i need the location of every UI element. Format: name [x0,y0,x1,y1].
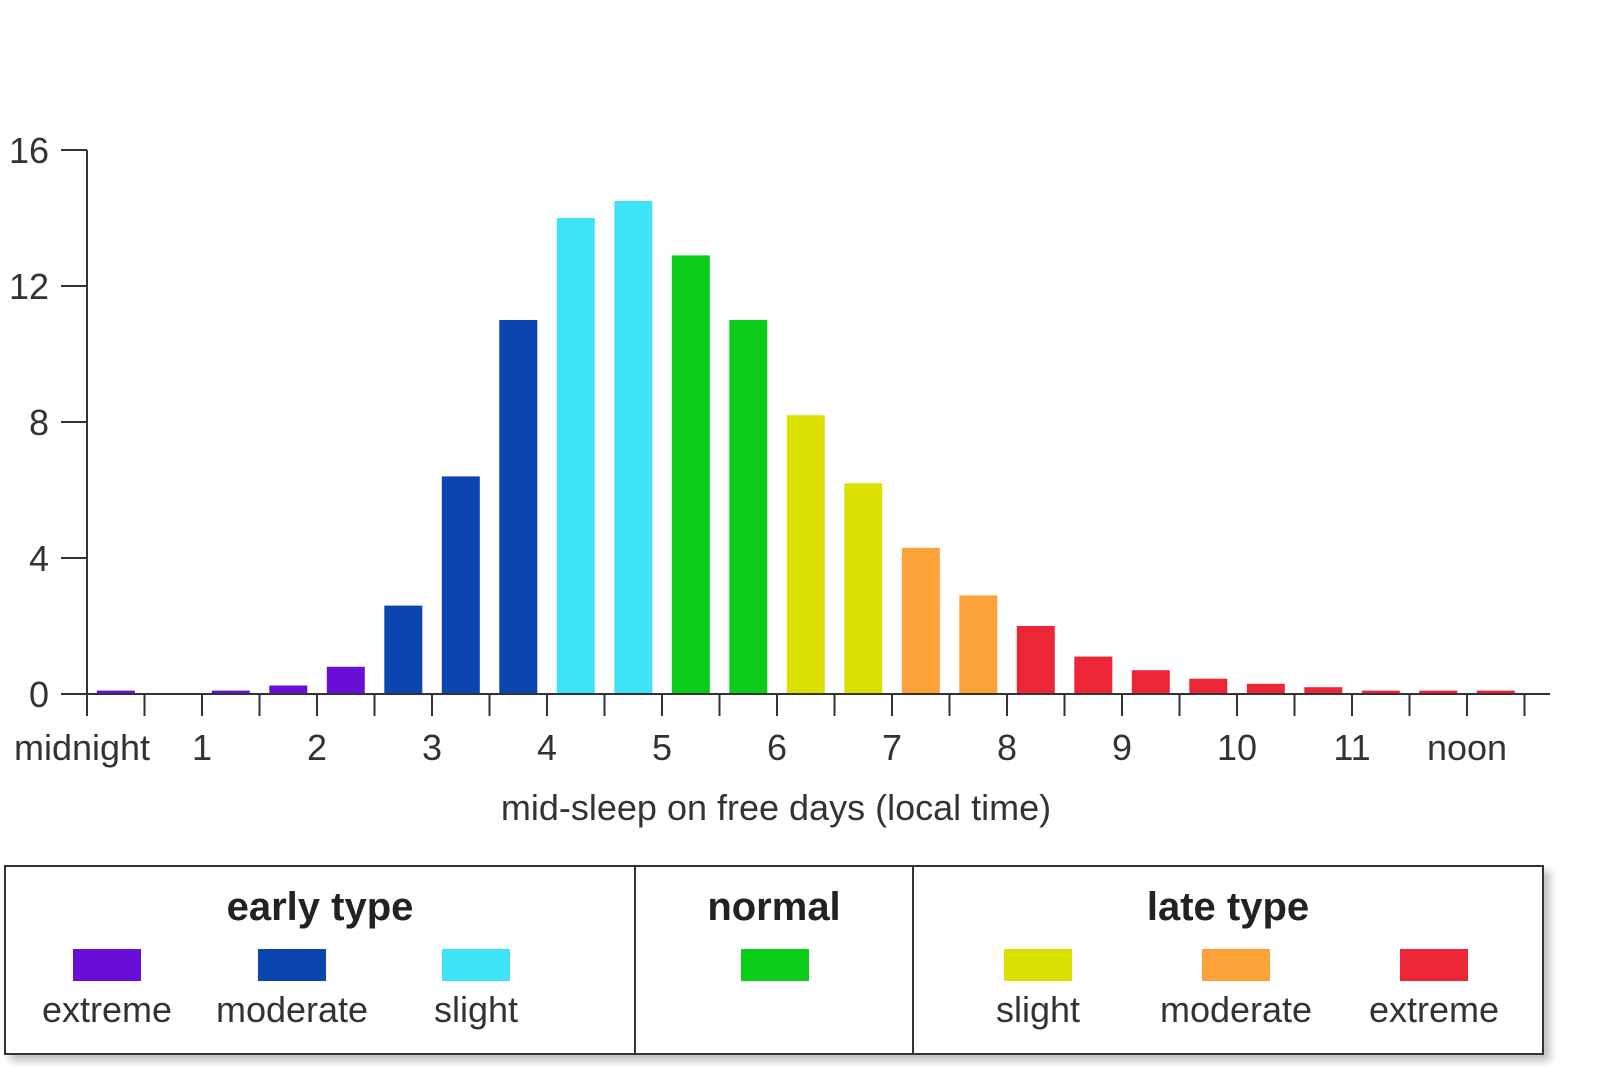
legend-item-early-extreme: extreme [17,949,197,1031]
x-tick-label-0: midnight [14,727,150,768]
bar-early-extreme-4 [326,666,365,694]
y-tick-label-4: 4 [29,538,49,579]
bar-late-extreme-18 [1131,670,1170,694]
legend-item-late-extreme: extreme [1344,949,1524,1031]
y-tick-label-0: 0 [29,674,49,715]
bar-late-extreme-21 [1304,687,1343,694]
bar-late-extreme-20 [1246,683,1285,694]
x-tick-label-11: 11 [1333,727,1370,768]
x-axis-title: mid-sleep on free days (local time) [501,787,1051,828]
legend-swatch-early-extreme [73,949,141,981]
y-tick-label-12: 12 [9,266,49,307]
legend-swatch-early-moderate [258,949,326,981]
bar-early-extreme-3 [269,685,308,694]
legend: early type extreme moderate slight norma… [4,865,1544,1055]
legend-item-late-moderate: moderate [1146,949,1326,1031]
x-tick-label-10: 10 [1217,727,1257,768]
bar-early-moderate-5 [384,605,423,694]
bar-late-extreme-22 [1361,690,1400,694]
bar-normal-10 [671,255,710,694]
bar-late-extreme-19 [1189,678,1228,694]
bar-late-moderate-14 [901,547,940,694]
bar-late-extreme-23 [1419,690,1458,694]
legend-group-normal: normal [634,867,912,1053]
legend-item-early-slight: slight [386,949,566,1031]
legend-swatch-late-extreme [1400,949,1468,981]
legend-swatch-normal [741,949,809,981]
x-tick-label-5: 5 [652,727,672,768]
bar-early-slight-9 [614,201,653,694]
x-tick-label-4: 4 [537,727,557,768]
legend-label-late-slight: slight [995,989,1081,1030]
bar-late-slight-12 [786,415,825,694]
bar-late-slight-13 [844,483,883,694]
bar-late-extreme-17 [1074,656,1113,694]
y-tick-label-8: 8 [29,402,49,443]
x-tick-label-9: 9 [1112,727,1132,768]
legend-item-late-slight: slight [948,949,1128,1031]
bar-early-moderate-6 [441,476,480,694]
bars-layer [96,201,1515,694]
x-tick-label-7: 7 [882,727,902,768]
legend-label-early-extreme: extreme [41,989,173,1030]
x-tick-label-2: 2 [307,727,327,768]
x-tick-label-1: 1 [192,727,212,768]
legend-title-normal: normal [707,885,841,929]
legend-title-early-type: early type [226,885,414,929]
legend-item-normal [685,949,865,981]
legend-swatch-early-slight [442,949,510,981]
bar-late-extreme-16 [1016,626,1055,694]
bar-late-moderate-15 [959,595,998,694]
x-tick-label-8: 8 [997,727,1017,768]
legend-swatch-late-slight [1004,949,1072,981]
legend-label-late-extreme: extreme [1368,989,1500,1030]
legend-label-late-moderate: moderate [1159,989,1313,1030]
bar-early-slight-8 [556,218,595,694]
legend-label-early-moderate: moderate [215,989,369,1030]
legend-item-early-moderate: moderate [202,949,382,1031]
y-tick-label-16: 16 [9,130,49,171]
x-tick-label-12: noon [1427,727,1507,768]
bar-early-extreme-2 [211,690,250,694]
bar-normal-11 [729,320,768,694]
legend-title-late-type: late type [1146,885,1310,929]
x-tick-label-6: 6 [767,727,787,768]
legend-swatch-late-moderate [1202,949,1270,981]
bar-late-extreme-24 [1476,690,1515,694]
legend-label-early-slight: slight [433,989,519,1030]
bar-early-extreme-0 [96,690,135,694]
bar-early-moderate-7 [499,320,538,694]
legend-group-late-type: late type slight moderate extreme [912,867,1542,1053]
x-tick-label-3: 3 [422,727,442,768]
legend-group-early-type: early type extreme moderate slight [6,867,634,1053]
